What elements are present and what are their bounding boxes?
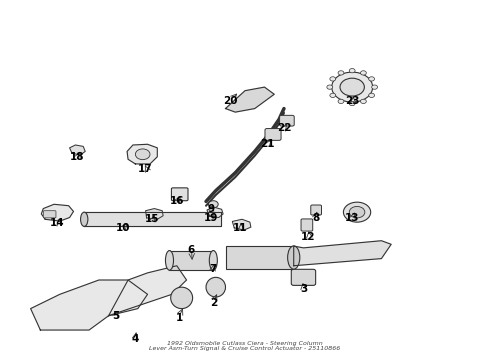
- FancyBboxPatch shape: [265, 129, 281, 140]
- Text: 13: 13: [345, 212, 360, 222]
- Text: 1: 1: [175, 312, 183, 323]
- Polygon shape: [127, 144, 157, 164]
- Polygon shape: [109, 266, 187, 316]
- Text: 7: 7: [210, 264, 217, 274]
- FancyBboxPatch shape: [291, 269, 316, 285]
- Polygon shape: [294, 241, 391, 266]
- Circle shape: [330, 77, 336, 81]
- Text: 9: 9: [207, 203, 215, 213]
- Polygon shape: [232, 219, 251, 230]
- Text: 22: 22: [277, 123, 291, 133]
- Text: 2: 2: [210, 298, 217, 308]
- FancyBboxPatch shape: [311, 205, 321, 215]
- Circle shape: [361, 71, 367, 75]
- Circle shape: [361, 99, 367, 103]
- Text: 21: 21: [260, 139, 274, 149]
- Polygon shape: [84, 212, 220, 226]
- Text: 15: 15: [145, 214, 160, 224]
- Text: 11: 11: [233, 223, 247, 233]
- Text: 20: 20: [223, 96, 238, 107]
- Ellipse shape: [171, 287, 193, 309]
- Text: 5: 5: [112, 311, 120, 321]
- Text: 6: 6: [188, 245, 195, 255]
- Polygon shape: [225, 87, 274, 112]
- FancyBboxPatch shape: [43, 211, 56, 218]
- Circle shape: [330, 93, 336, 98]
- Circle shape: [332, 72, 373, 102]
- Polygon shape: [30, 280, 147, 330]
- Circle shape: [340, 78, 365, 96]
- Circle shape: [349, 102, 355, 106]
- Circle shape: [135, 149, 150, 159]
- Ellipse shape: [209, 251, 218, 270]
- Circle shape: [349, 68, 355, 73]
- Polygon shape: [70, 145, 85, 155]
- Text: 16: 16: [170, 197, 184, 206]
- Circle shape: [327, 85, 333, 89]
- Bar: [170, 251, 213, 270]
- FancyBboxPatch shape: [301, 219, 313, 231]
- Text: 17: 17: [138, 164, 152, 174]
- Text: 19: 19: [204, 212, 218, 222]
- Ellipse shape: [206, 277, 225, 297]
- Text: 10: 10: [116, 223, 130, 233]
- Circle shape: [372, 85, 377, 89]
- FancyBboxPatch shape: [280, 115, 294, 126]
- Text: 12: 12: [301, 232, 316, 242]
- Text: 14: 14: [50, 218, 65, 228]
- Bar: [225, 246, 294, 269]
- Circle shape: [368, 77, 374, 81]
- Ellipse shape: [166, 251, 173, 270]
- Text: 1992 Oldsmobile Cutlass Ciera - Steering Column
Lever Asm-Turn Signal & Cruise C: 1992 Oldsmobile Cutlass Ciera - Steering…: [149, 341, 341, 351]
- Polygon shape: [146, 208, 163, 219]
- Text: 4: 4: [132, 334, 139, 344]
- Text: 18: 18: [70, 152, 84, 162]
- Polygon shape: [207, 207, 223, 217]
- Circle shape: [368, 93, 374, 98]
- Text: 3: 3: [300, 284, 307, 294]
- Text: 23: 23: [345, 96, 360, 107]
- Circle shape: [208, 201, 218, 208]
- FancyBboxPatch shape: [172, 188, 188, 201]
- Circle shape: [349, 206, 365, 218]
- Circle shape: [338, 99, 344, 103]
- Circle shape: [338, 71, 344, 75]
- Ellipse shape: [288, 246, 300, 269]
- Polygon shape: [41, 204, 74, 221]
- Ellipse shape: [80, 212, 88, 226]
- Circle shape: [343, 202, 371, 222]
- Text: 8: 8: [312, 212, 319, 222]
